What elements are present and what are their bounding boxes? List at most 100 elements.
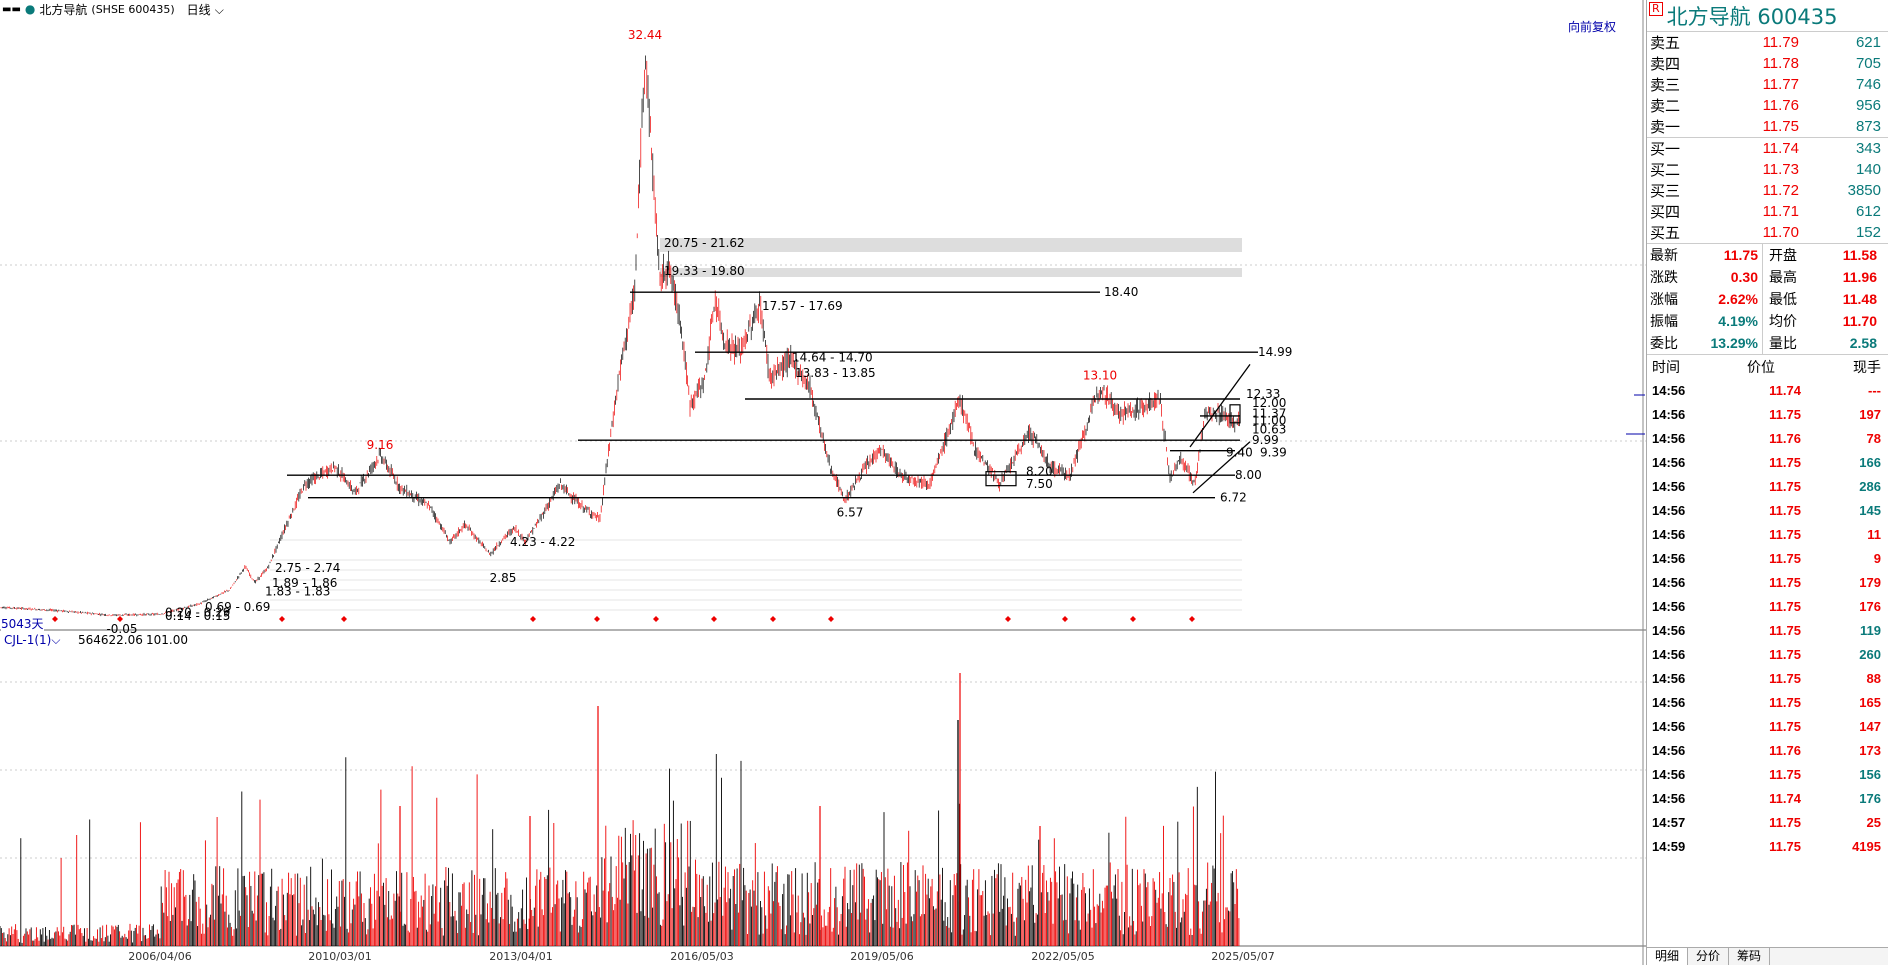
peak-label: 9.16 [367,438,394,452]
stat-row: 涨幅 2.62% 最低 11.48 [1647,288,1888,310]
stat-value: 11.96 [1842,269,1877,285]
tick-row[interactable]: 14:59 11.75 4195 [1647,834,1888,858]
tick-volume: 176 [1859,790,1881,806]
signal-marker-icon [117,616,123,622]
tick-row[interactable]: 14:56 11.74 176 [1647,786,1888,810]
book-row[interactable]: 卖四 11.78 705 [1647,53,1888,74]
trough-label: 6.57 [837,505,864,519]
tick-volume: 25 [1866,814,1881,830]
book-label: 卖五 [1650,35,1681,52]
book-volume: 705 [1855,55,1881,72]
book-row[interactable]: 买二 11.73 140 [1647,159,1888,180]
book-row[interactable]: 买四 11.71 612 [1647,201,1888,222]
book-row[interactable]: 卖一 11.75 873 [1647,116,1888,137]
tick-volume: 9 [1873,550,1881,566]
tick-row[interactable]: 14:56 11.75 11 [1647,522,1888,546]
tick-row[interactable]: 14:56 11.76 78 [1647,426,1888,450]
stat-value: 2.62% [1697,288,1763,310]
tick-row[interactable]: 14:56 11.76 173 [1647,738,1888,762]
zone-label: 13.83 - 13.85 [795,366,876,380]
tick-volume: --- [1868,382,1881,398]
tick-row[interactable]: 14:56 11.75 88 [1647,666,1888,690]
date-label: 2006/04/06 [128,950,191,963]
book-price: 11.77 [1762,76,1799,93]
date-label: 2013/04/01 [489,950,552,963]
tick-time: 14:56 [1652,718,1686,734]
tick-price: 11.75 [1769,454,1801,470]
kline-chart-area[interactable]: 32.44 9.16 13.10 6.57 2.85 -0.05 20.75 - 21.62… [0,0,1646,965]
book-row[interactable]: 卖三 11.77 746 [1647,74,1888,95]
book-price: 11.72 [1762,182,1799,199]
line-label: 9.40 [1226,445,1253,459]
tick-time: 14:57 [1652,814,1686,830]
date-label: 2022/05/05 [1031,950,1094,963]
stat-value: 0.30 [1697,266,1763,288]
tick-price: 11.75 [1769,646,1801,662]
volume-value: 564622.06 [78,633,143,647]
chevron-down-icon: ⌵ [214,2,224,17]
signal-marker-icon [1062,616,1068,622]
stat-row: 涨跌 0.30 最高 11.96 [1647,266,1888,288]
signal-marker-icon [1005,616,1011,622]
volume-indicator[interactable]: CJL-1(1)⌵ [4,633,61,647]
book-row[interactable]: 卖五 11.79 621 [1647,32,1888,53]
tick-volume: 179 [1859,574,1881,590]
tick-volume: 145 [1859,502,1881,518]
book-row[interactable]: 卖二 11.76 956 [1647,95,1888,116]
trend-line [1192,441,1251,494]
tick-row[interactable]: 14:56 11.75 145 [1647,498,1888,522]
zone-label: 17.57 - 17.69 [762,299,843,313]
tick-price: 11.75 [1769,478,1801,494]
r-badge[interactable]: R [1649,2,1663,16]
stat-value: 4.19% [1697,310,1763,332]
book-volume: 873 [1855,118,1881,135]
tick-volume: 260 [1859,646,1881,662]
book-price: 11.79 [1762,34,1799,51]
tick-row[interactable]: 14:56 11.75 156 [1647,762,1888,786]
chart-topbar: ▬▬ ● 北方导航 (SHSE 600435) 日线 ⌵ [0,0,232,18]
tick-time: 14:56 [1652,406,1686,422]
zone-label: 14.64 - 14.70 [792,350,873,364]
quote-tab[interactable]: 筹码 [1729,948,1771,965]
tick-row[interactable]: 14:56 11.75 9 [1647,546,1888,570]
book-price: 11.74 [1762,140,1799,157]
signal-marker-icon [530,616,536,622]
tick-price: 11.75 [1769,550,1801,566]
tick-row[interactable]: 14:56 11.75 147 [1647,714,1888,738]
tick-row[interactable]: 14:56 11.75 119 [1647,618,1888,642]
line-label: 11.00 [1252,414,1286,428]
line-label: 11.37 [1252,407,1286,421]
tick-volume: 4195 [1852,838,1881,854]
quote-tab[interactable]: 分价 [1688,948,1730,965]
tick-row[interactable]: 14:56 11.75 176 [1647,594,1888,618]
line-label: 18.40 [1104,285,1138,299]
tick-row[interactable]: 14:56 11.75 197 [1647,402,1888,426]
menu-icon[interactable]: ▬▬ [2,3,21,15]
signal-marker-icon [52,616,58,622]
quote-tabs: 明细 分价 筹码 [1647,947,1888,965]
tick-volume: 119 [1860,622,1881,638]
adjust-mode[interactable]: 向前复权 [1568,20,1617,34]
kline-chart-svg[interactable]: 32.44 9.16 13.10 6.57 2.85 -0.05 20.75 - 21.62… [0,0,1646,965]
quote-tab[interactable]: 明细 [1647,948,1689,965]
tick-price: 11.75 [1769,838,1801,854]
stat-label: 均价 [1769,313,1797,329]
tick-row[interactable]: 14:56 11.75 165 [1647,690,1888,714]
period-select[interactable]: 日线 ⌵ [186,2,224,17]
tick-row[interactable]: 14:57 11.75 25 [1647,810,1888,834]
chevron-down-icon: ⌵ [51,633,61,647]
book-price: 11.76 [1762,97,1799,114]
tick-row[interactable]: 14:56 11.75 286 [1647,474,1888,498]
tick-row[interactable]: 14:56 11.75 179 [1647,570,1888,594]
tick-price: 11.76 [1769,430,1801,446]
book-row[interactable]: 买三 11.72 3850 [1647,180,1888,201]
tick-row[interactable]: 14:56 11.75 166 [1647,450,1888,474]
tick-row[interactable]: 14:56 11.75 260 [1647,642,1888,666]
tick-row[interactable]: 14:56 11.74 --- [1647,378,1888,402]
line-label: 12.00 [1252,396,1286,410]
date-label: 2019/05/06 [850,950,913,963]
book-row[interactable]: 买五 11.70 152 [1647,222,1888,243]
signal-marker-icon [341,616,347,622]
book-row[interactable]: 买一 11.74 343 [1647,138,1888,159]
tick-list[interactable]: 14:56 11.74 --- 14:56 11.75 197 14:56 11.76 78 14… [1647,378,1888,858]
